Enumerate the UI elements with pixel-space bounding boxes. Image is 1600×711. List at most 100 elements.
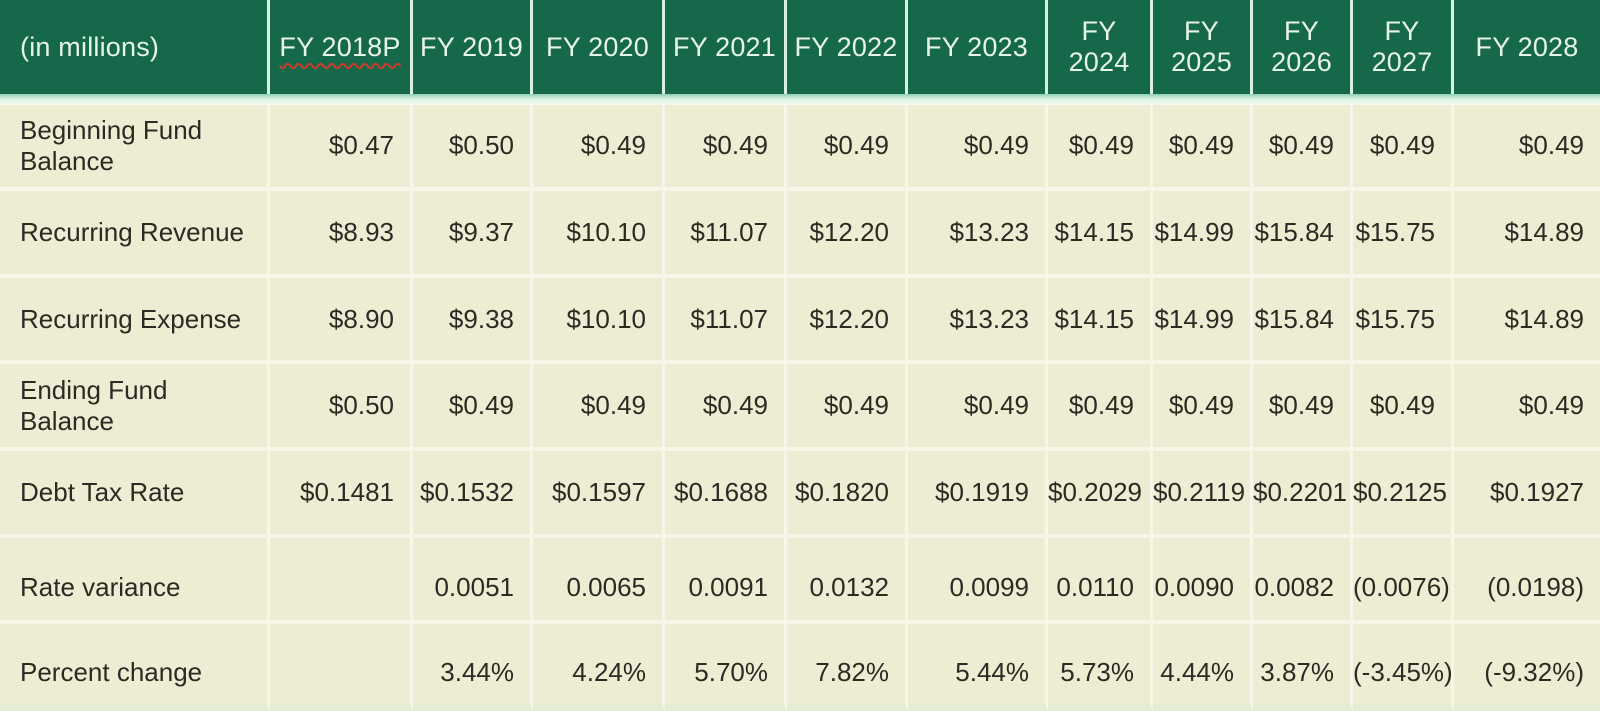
cell-value: $0.1597 (552, 476, 646, 507)
value-cell: $0.1481 (270, 451, 413, 538)
value-cell: $0.1597 (533, 451, 665, 538)
cell-value: (-3.45%) (1353, 656, 1453, 687)
value-cell: $15.84 (1253, 277, 1353, 365)
cell-value: $0.1820 (795, 476, 889, 507)
cell-value: 0.0099 (949, 571, 1029, 602)
row-label-text: Debt Tax Rate (20, 476, 185, 507)
value-cell: 0.0082 (1253, 537, 1353, 625)
cell-value: $0.2119 (1153, 476, 1246, 507)
column-header: FY 2019 (413, 0, 533, 94)
value-cell: $0.49 (1454, 364, 1600, 452)
cell-value: $0.2125 (1353, 476, 1447, 507)
cell-value: $10.10 (566, 217, 646, 247)
cell-value: $15.84 (1254, 217, 1334, 247)
row-label-text: Recurring Revenue (20, 217, 245, 247)
value-cell: $0.1927 (1454, 451, 1600, 538)
value-cell: $13.23 (908, 191, 1048, 278)
value-cell: $15.75 (1353, 191, 1454, 278)
value-cell: 0.0110 (1048, 537, 1153, 625)
row-label: Ending Fund Balance (0, 364, 270, 452)
cell-value: 0.0091 (688, 571, 768, 602)
value-cell: $14.89 (1454, 191, 1600, 278)
cell-value: $15.75 (1355, 303, 1435, 334)
column-header-label: FY 2026 (1271, 16, 1332, 77)
table-row: Percent change 3.44% 4.24% 5.70% 7.82% 5.44% 5… (0, 624, 1600, 711)
column-header-label: FY 2019 (420, 31, 523, 62)
value-cell: $0.1919 (908, 451, 1048, 538)
value-cell: $14.15 (1048, 277, 1153, 365)
value-cell: $15.84 (1253, 191, 1353, 278)
cell-value: 0.0132 (809, 571, 889, 602)
row-label: Recurring Expense (0, 277, 270, 365)
cell-value: $0.1481 (300, 476, 394, 507)
row-label-text: Percent change (20, 656, 203, 687)
cell-value: $0.50 (328, 390, 394, 421)
cell-value: $0.2029 (1048, 476, 1142, 507)
value-cell: $12.20 (787, 277, 908, 365)
value-cell: $14.99 (1153, 191, 1253, 278)
cell-value: $12.20 (809, 217, 889, 247)
value-cell: 4.24% (533, 624, 665, 711)
value-cell: $8.93 (270, 191, 413, 278)
cell-value: $0.1927 (1490, 476, 1584, 507)
value-cell: $0.49 (1454, 104, 1600, 192)
cell-value: $15.75 (1355, 217, 1435, 247)
value-cell: $0.49 (665, 364, 787, 452)
cell-value: 0.0065 (566, 571, 646, 602)
row-label: Rate variance (0, 537, 270, 625)
value-cell: $10.10 (533, 191, 665, 278)
value-cell: $0.2029 (1048, 451, 1153, 538)
value-cell: 0.0090 (1153, 537, 1253, 625)
cell-value: $0.50 (448, 130, 514, 161)
cell-value: $0.49 (1268, 130, 1334, 161)
cell-value: $0.49 (1168, 390, 1234, 421)
cell-value: $0.49 (963, 130, 1029, 161)
value-cell: $0.2119 (1153, 451, 1253, 538)
value-cell: $15.75 (1353, 277, 1454, 365)
value-cell: $0.49 (787, 364, 908, 452)
cell-value: $0.49 (1369, 390, 1435, 421)
column-header: FY 2020 (533, 0, 665, 94)
cell-value: $12.20 (809, 303, 889, 334)
column-header: FY 2018P (270, 0, 413, 94)
value-cell: $0.49 (908, 104, 1048, 192)
row-label: Beginning Fund Balance (0, 104, 270, 192)
value-cell: 0.0091 (665, 537, 787, 625)
column-header: FY 2021 (665, 0, 787, 94)
row-label: Debt Tax Rate (0, 451, 270, 538)
cell-value: $8.90 (328, 303, 394, 334)
value-cell: $11.07 (665, 191, 787, 278)
cell-value: (0.0198) (1487, 571, 1584, 602)
column-header: FY 2026 (1253, 0, 1353, 94)
value-cell: (0.0076) (1353, 537, 1454, 625)
cell-value: $0.49 (580, 130, 646, 161)
value-cell: $0.49 (1253, 104, 1353, 192)
cell-value: 4.24% (572, 656, 646, 687)
cell-value: $14.15 (1054, 303, 1134, 334)
cell-value: (-9.32%) (1484, 656, 1584, 687)
column-header-label: FY 2027 (1371, 16, 1433, 77)
column-header-label: FY 2018P (279, 31, 401, 62)
column-header-label: FY 2022 (794, 31, 898, 62)
value-cell: $0.49 (533, 104, 665, 192)
cell-value: $14.15 (1054, 217, 1134, 247)
value-cell: (-9.32%) (1454, 624, 1600, 711)
cell-value: $15.84 (1254, 303, 1334, 334)
value-cell: $11.07 (665, 277, 787, 365)
cell-value: $0.49 (1369, 130, 1435, 161)
value-cell: $14.15 (1048, 191, 1153, 278)
cell-value: $14.89 (1504, 217, 1584, 247)
cell-value: $9.38 (448, 303, 514, 334)
value-cell: $0.49 (1153, 364, 1253, 452)
cell-value: $10.10 (566, 303, 646, 334)
value-cell: 7.82% (787, 624, 908, 711)
cell-value: $0.2201 (1253, 476, 1347, 507)
value-cell: 5.73% (1048, 624, 1153, 711)
cell-value: $14.99 (1154, 217, 1234, 247)
column-header: FY 2024 (1048, 0, 1153, 94)
value-cell: 4.44% (1153, 624, 1253, 711)
value-cell: $0.49 (1048, 104, 1153, 192)
cell-value: $0.49 (1268, 390, 1334, 421)
table-row: Debt Tax Rate $0.1481 $0.1532 $0.1597 $0.168… (0, 451, 1600, 538)
